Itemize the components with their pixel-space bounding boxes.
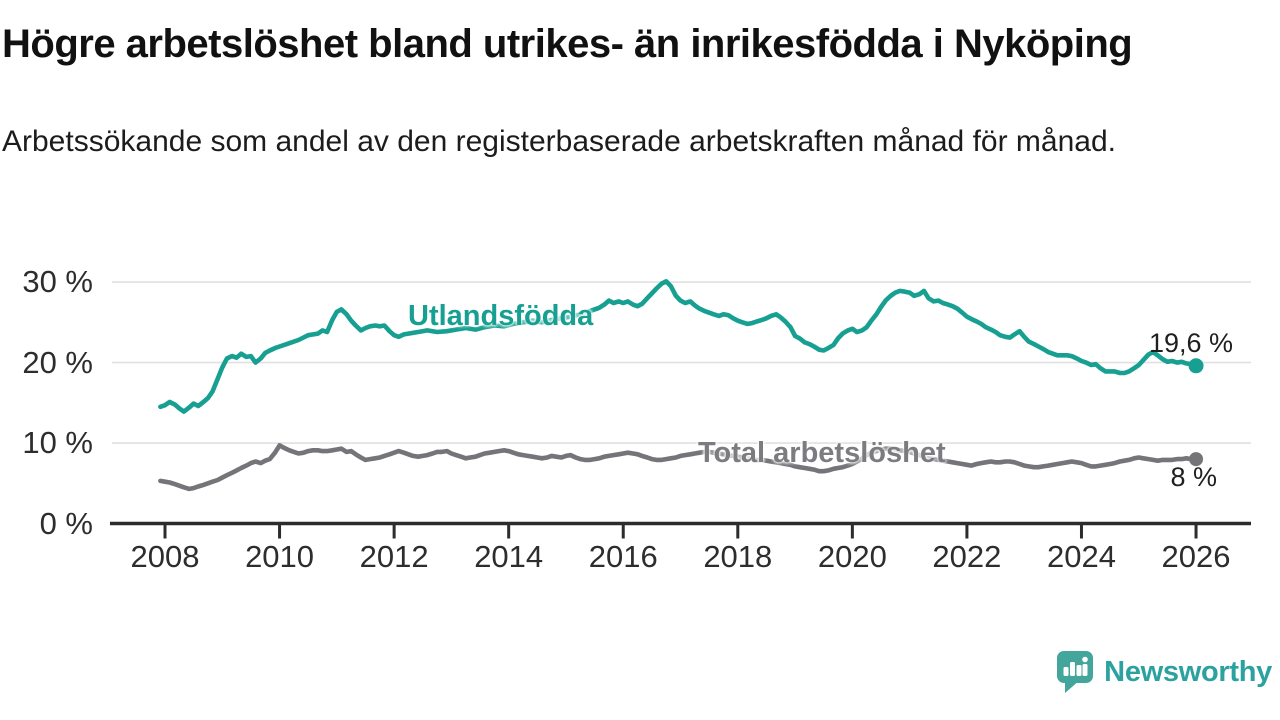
newsworthy-badge-icon (1057, 651, 1094, 693)
y-tick-label: 30 % (22, 264, 93, 300)
x-tick-label: 2012 (359, 539, 429, 574)
x-tick-label: 2018 (703, 539, 773, 574)
x-tick-label: 2024 (1046, 539, 1116, 574)
newsworthy-logo: Newsworthy (1056, 650, 1272, 694)
end-value-label-utlandsfodda: 19,6 % (1148, 328, 1233, 358)
x-tick-label: 2020 (817, 539, 887, 574)
x-tick-label: 2016 (588, 539, 658, 574)
y-tick-label: 0 % (39, 505, 93, 541)
series-label-utlandsfodda: Utlandsfödda (408, 300, 594, 332)
x-tick-label: 2026 (1161, 539, 1231, 574)
chart-subtitle: Arbetssökande som andel av den registerb… (2, 125, 1116, 158)
y-tick-label: 10 % (22, 425, 93, 461)
newsworthy-wordmark: Newsworthy (1104, 655, 1272, 688)
x-tick-label: 2010 (245, 539, 315, 574)
series-line-1 (158, 443, 1199, 492)
series-end-dot-1 (1189, 452, 1204, 467)
series-label-total-arbetsloshet: Total arbetslöshet (698, 437, 946, 469)
x-tick-label: 2022 (932, 539, 1002, 574)
x-tick-label: 2014 (474, 539, 544, 574)
end-value-label-total: 8 % (1170, 462, 1217, 492)
page-title: Högre arbetslöshet bland utrikes- än inr… (2, 22, 1133, 66)
series-end-dot-0 (1188, 358, 1204, 374)
series-line-0 (158, 278, 1199, 414)
x-tick-label: 2008 (130, 539, 200, 574)
y-tick-label: 20 % (22, 344, 93, 380)
